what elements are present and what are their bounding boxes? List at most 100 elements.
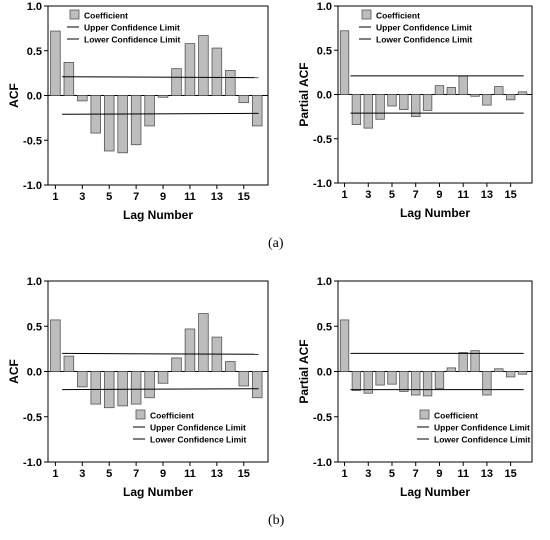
- bar-lag-8: [422, 94, 433, 111]
- x-tick-label: 11: [184, 191, 196, 203]
- bar-lag-10: [446, 367, 456, 372]
- x-tick-label: 7: [133, 468, 139, 480]
- x-tick-label: 5: [106, 468, 112, 480]
- bar-lag-2: [351, 94, 362, 125]
- legend-label: Lower Confidence Limit: [376, 35, 473, 45]
- x-tick-label: 13: [481, 468, 493, 480]
- y-tick-label: 0.0: [317, 367, 332, 379]
- legend-label: Coefficient: [434, 411, 478, 421]
- bar-lag-1: [50, 30, 61, 96]
- bar-lag-13: [482, 94, 492, 106]
- bar-lag-2: [63, 61, 75, 96]
- bar-lag-14: [494, 368, 504, 372]
- bar-lag-15: [505, 94, 516, 101]
- bar-lag-12: [198, 35, 209, 96]
- legend-swatch-coefficient: [135, 409, 146, 420]
- x-tick-label: 3: [79, 468, 85, 480]
- x-tick-label: 1: [341, 468, 347, 480]
- bar-lag-12: [470, 350, 480, 372]
- y-tick-label: 1.0: [317, 1, 332, 13]
- y-axis-label: Partial ACF: [297, 62, 311, 126]
- bar-lag-14: [225, 361, 236, 372]
- y-axis-label: ACF: [7, 83, 21, 108]
- bar-lag-2: [351, 371, 362, 391]
- bar-lag-5: [103, 95, 115, 152]
- legend-swatch-coefficient: [419, 409, 430, 420]
- bar-lag-3: [363, 94, 373, 129]
- x-tick-label: 15: [238, 191, 250, 203]
- bar-lag-1: [339, 319, 350, 372]
- bar-lag-6: [117, 95, 128, 154]
- bar-lag-15: [505, 371, 516, 378]
- legend-label: Upper Confidence Limit: [376, 23, 472, 33]
- bar-lag-15: [238, 95, 250, 104]
- bar-lag-11: [184, 43, 196, 96]
- y-tick-label: 0.0: [317, 90, 332, 102]
- bar-lag-8: [144, 371, 155, 399]
- bar-lag-6: [399, 94, 409, 110]
- legend-label: Upper Confidence Limit: [84, 23, 180, 33]
- legend-label: Coefficient: [376, 11, 420, 21]
- bar-lag-4: [90, 371, 102, 405]
- legend-label: Lower Confidence Limit: [434, 435, 531, 445]
- bar-lag-13: [211, 47, 223, 96]
- x-tick-label: 3: [365, 468, 371, 480]
- bar-lag-1: [339, 30, 350, 95]
- y-tick-label: 1.0: [27, 276, 42, 288]
- y-tick-label: 0.5: [27, 321, 42, 333]
- legend-label: Coefficient: [150, 411, 194, 421]
- x-tick-label: 9: [160, 191, 166, 203]
- bar-lag-5: [387, 371, 397, 385]
- legend-label: Upper Confidence Limit: [434, 423, 530, 433]
- x-tick-label: 13: [211, 468, 223, 480]
- bar-lag-11: [458, 75, 468, 95]
- legend-label: Lower Confidence Limit: [84, 35, 181, 45]
- bar-lag-9: [434, 371, 445, 390]
- bar-lag-4: [375, 371, 385, 386]
- x-tick-label: 3: [365, 189, 371, 201]
- x-tick-label: 5: [389, 189, 395, 201]
- bar-lag-12: [198, 313, 209, 372]
- y-tick-label: 0.5: [27, 46, 42, 58]
- y-tick-label: -1.0: [23, 180, 42, 192]
- bar-lag-8: [144, 95, 155, 127]
- x-tick-label: 13: [481, 189, 493, 201]
- bar-lag-9: [157, 95, 169, 98]
- legend-label: Upper Confidence Limit: [150, 423, 246, 433]
- bar-lag-16: [251, 95, 263, 127]
- x-axis-label: Lag Number: [400, 485, 470, 499]
- bar-lag-5: [387, 94, 397, 107]
- x-tick-label: 5: [389, 468, 395, 480]
- x-tick-label: 5: [106, 191, 112, 203]
- bar-lag-12: [470, 94, 480, 97]
- bar-lag-7: [411, 371, 421, 396]
- x-tick-label: 1: [341, 189, 347, 201]
- x-tick-label: 9: [436, 468, 442, 480]
- bar-lag-7: [130, 95, 142, 146]
- x-tick-label: 11: [184, 468, 196, 480]
- x-axis-label: Lag Number: [123, 485, 193, 499]
- y-tick-label: 1.0: [317, 276, 332, 288]
- bar-lag-7: [130, 371, 142, 405]
- y-tick-label: -0.5: [23, 135, 42, 147]
- y-axis-label: ACF: [7, 359, 21, 384]
- bar-lag-11: [184, 328, 196, 372]
- bar-lag-14: [225, 70, 236, 96]
- legend-label: Coefficient: [84, 11, 128, 21]
- x-tick-label: 11: [457, 189, 469, 201]
- y-tick-label: 0.0: [27, 91, 42, 103]
- bar-lag-11: [458, 352, 468, 372]
- x-tick-label: 3: [79, 191, 85, 203]
- bar-lag-10: [171, 357, 182, 372]
- x-tick-label: 11: [457, 468, 469, 480]
- x-tick-label: 9: [160, 468, 166, 480]
- x-tick-label: 9: [436, 189, 442, 201]
- bar-lag-10: [446, 87, 456, 95]
- caption-b: (b): [268, 513, 285, 528]
- bar-lag-14: [494, 86, 504, 95]
- y-tick-label: -1.0: [23, 457, 42, 469]
